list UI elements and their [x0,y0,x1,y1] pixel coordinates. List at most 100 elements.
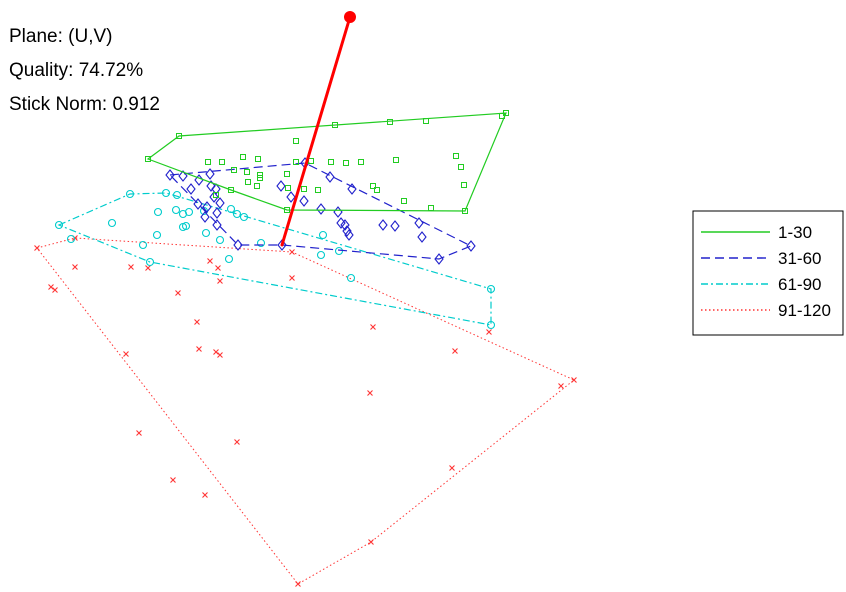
point-1-30 [393,157,399,163]
point-1-30 [343,160,349,166]
point-31-60 [344,229,354,241]
point-61-90 [171,205,181,215]
point-61-90 [239,212,249,222]
point-1-30 [228,187,234,193]
point-31-60 [193,198,203,210]
point-91-120 [558,383,564,389]
stick-line [280,15,352,247]
point-31-60 [378,219,388,231]
point-91-120 [136,430,142,436]
point-91-120 [217,352,223,358]
stick-head [344,11,356,23]
legend-item-1: 1-30 [701,223,812,242]
series-1-30 [145,110,509,214]
point-61-90 [486,320,496,330]
hull-61-90 [57,192,492,326]
point-1-30 [255,156,261,162]
point-61-90 [256,238,266,248]
point-91-120 [34,245,40,251]
point-91-120 [145,265,151,271]
point-91-120 [452,348,458,354]
point-31-60 [340,219,350,231]
quality-label: Quality: 74.72% [9,60,143,81]
point-91-120 [128,264,134,270]
point-31-60 [417,231,427,243]
point-1-30 [284,171,290,177]
point-61-90 [152,230,162,240]
point-1-30 [462,208,468,214]
point-31-60 [276,180,286,192]
point-61-90 [172,190,182,200]
point-1-30 [254,183,260,189]
point-1-30 [328,159,334,165]
point-31-60 [205,168,215,180]
point-61-90 [215,235,225,245]
point-31-60 [194,174,204,186]
point-1-30 [244,169,250,175]
point-61-90 [153,207,163,217]
point-1-30 [213,192,219,198]
point-61-90 [486,284,496,294]
point-31-60 [325,171,335,183]
point-91-120 [234,439,240,445]
point-31-60 [342,225,352,237]
point-61-90 [145,257,155,267]
series-layer [34,110,577,587]
legend-item-4: 91-120 [701,301,831,320]
point-91-120 [52,287,58,293]
point-1-30 [461,182,467,188]
legend-label-1: 1-30 [778,223,812,242]
point-31-60 [206,180,216,192]
point-61-90 [316,250,326,260]
point-1-30 [453,153,459,159]
plane-label: Plane: (U,V) [9,26,112,47]
point-61-90 [66,234,76,244]
point-61-90 [138,240,148,250]
point-61-90 [201,228,211,238]
point-61-90 [224,254,234,264]
point-1-30 [358,159,364,165]
point-1-30 [240,154,246,160]
info-panel: Plane: (U,V) Quality: 74.72% Stick Norm:… [9,26,160,115]
legend-label-2: 31-60 [778,249,821,268]
point-61-90 [184,207,194,217]
point-31-60 [414,217,424,229]
point-61-90 [226,204,236,214]
point-91-120 [449,465,455,471]
point-1-30 [374,187,380,193]
point-91-120 [48,284,54,290]
point-31-60 [200,211,210,223]
point-1-30 [231,167,237,173]
point-31-60 [178,170,188,182]
point-1-30 [387,119,393,125]
point-61-90 [125,189,135,199]
point-31-60 [233,239,243,251]
point-31-60 [336,217,346,229]
point-31-60 [212,219,222,231]
point-1-30 [257,175,263,181]
legend-label-3: 61-90 [778,275,821,294]
point-31-60 [347,183,357,195]
point-61-90 [346,273,356,283]
point-31-60 [209,191,219,203]
point-31-60 [186,183,196,195]
point-31-60 [165,169,175,181]
series-31-60 [165,157,476,265]
point-91-120 [289,249,295,255]
series-61-90 [54,188,496,330]
point-1-30 [332,122,338,128]
point-31-60 [286,191,296,203]
point-91-120 [295,581,301,587]
point-1-30 [423,118,429,124]
point-31-60 [299,195,309,207]
stick-layer [280,11,356,247]
point-1-30 [145,156,151,162]
legend: 1-30 31-60 61-90 91-120 [692,210,844,336]
stick-norm-label: Stick Norm: 0.912 [9,94,160,115]
point-1-30 [458,164,464,170]
point-1-30 [503,110,509,116]
point-91-120 [175,290,181,296]
point-91-120 [196,346,202,352]
point-91-120 [367,390,373,396]
point-91-120 [289,275,295,281]
